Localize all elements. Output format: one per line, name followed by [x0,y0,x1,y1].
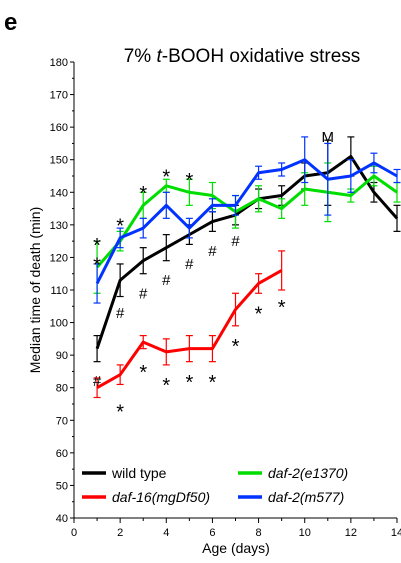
significance-star: * [232,336,240,358]
annotation-text: M [322,129,335,146]
y-tick-label: 170 [50,90,68,102]
y-tick-label: 120 [50,252,68,264]
y-tick-label: 60 [56,448,68,460]
series-3 [93,136,401,304]
significance-star: * [93,255,101,277]
panel-label: e [4,9,17,36]
legend-label: daf-2(m577) [268,489,344,505]
significance-star: * [162,375,170,397]
annotations: *** ***#######*** * *** *M [93,129,334,423]
y-axis-label: Median time of death (min) [27,207,43,374]
legend: wild type daf-2(e1370) daf-16(mgDf50) daf-2… [82,465,348,505]
legend-label: daf-2(e1370) [268,465,348,481]
significance-star: * [185,170,193,192]
y-tick-label: 40 [56,513,68,525]
significance-hash: # [231,233,240,250]
series-1 [93,250,286,399]
x-tick-label: 14 [391,527,401,539]
legend-label: daf-16(mgDf50) [112,489,210,505]
significance-star: * [209,372,217,394]
significance-hash: # [116,305,125,322]
significance-hash: # [139,285,148,302]
x-tick-label: 2 [117,527,123,539]
x-axis-label: Age (days) [202,540,270,556]
y-tick-label: 150 [50,155,68,167]
chart-title-part-1: 7% [124,46,157,67]
chart-title-part-2: t [156,46,162,67]
significance-star: * [255,304,263,326]
significance-hash: # [93,373,102,390]
y-tick-label: 90 [56,350,68,362]
significance-star: * [116,401,124,423]
significance-star: * [139,362,147,384]
y-tick-label: 140 [50,187,68,199]
x-tick-label: 12 [345,527,357,539]
y-tick-label: 80 [56,383,68,395]
y-tick-label: 130 [50,220,68,232]
significance-star: * [139,183,147,205]
y-tick-label: 50 [56,480,68,492]
y-tick-label: 70 [56,415,68,427]
series-0 [93,136,401,363]
x-tick-label: 6 [209,527,215,539]
y-tick-label: 160 [50,122,68,134]
significance-star: * [116,216,124,238]
legend-label: wild type [111,465,167,481]
significance-star: * [278,297,286,319]
y-tick-label: 180 [50,57,68,69]
x-tick-label: 8 [256,527,262,539]
significance-star: * [93,235,101,257]
chart-title: 7% t-BOOH oxidative stress [124,46,361,67]
series-line [95,158,398,285]
significance-hash: # [185,256,194,273]
significance-hash: # [208,243,217,260]
series-line [95,174,398,269]
axes: 40 50 60 70 80 90 100 110 120 130 140 150 160 170 180 0… [50,57,401,539]
x-tick-label: 10 [299,527,311,539]
significance-star: * [162,167,170,189]
plot-area [93,136,401,399]
x-tick-label: 4 [163,527,169,539]
y-tick-label: 100 [50,318,68,330]
y-tick-label: 110 [50,285,68,297]
series-line [96,269,283,390]
chart-title-part-3: -BOOH oxidative stress [162,46,361,67]
significance-hash: # [162,272,171,289]
significance-star: * [185,372,193,394]
x-tick-label: 0 [71,527,77,539]
